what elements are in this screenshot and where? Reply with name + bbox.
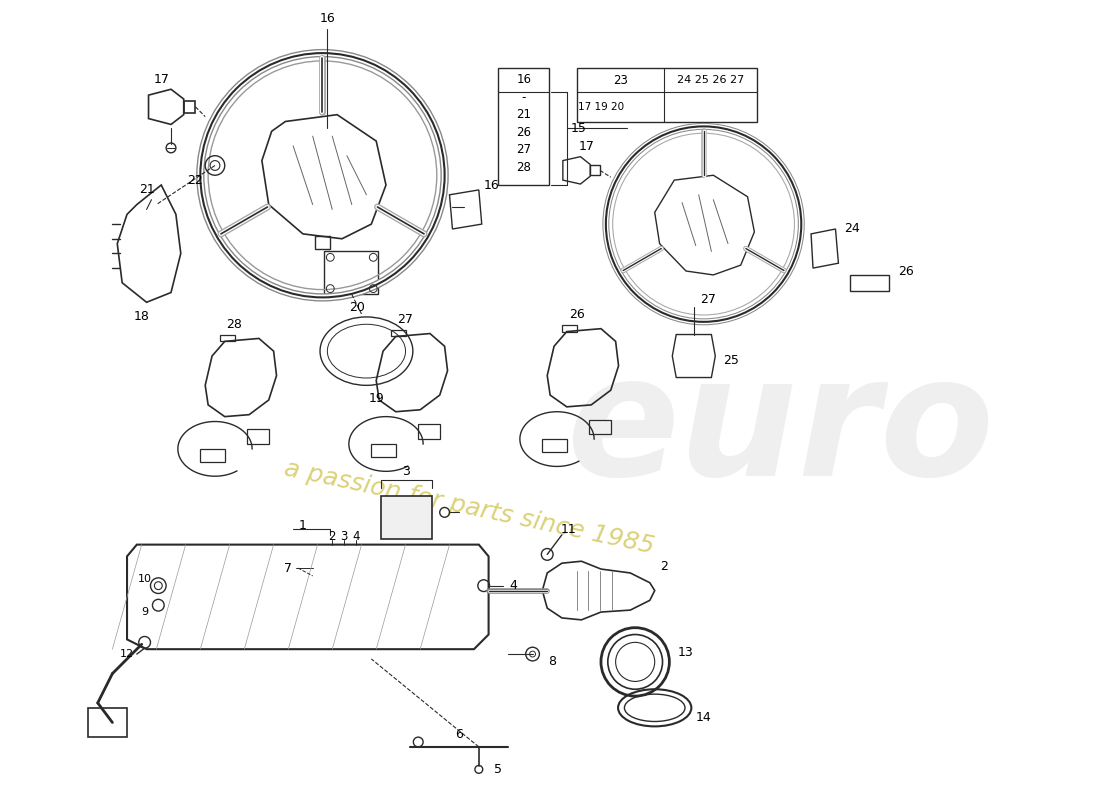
Text: 17: 17 (579, 141, 594, 154)
Text: 4: 4 (509, 579, 517, 592)
Text: 27: 27 (397, 314, 414, 326)
Text: 25: 25 (723, 354, 739, 367)
Text: 1: 1 (299, 518, 307, 531)
Text: 15: 15 (571, 122, 586, 135)
Text: 4: 4 (352, 530, 360, 543)
Text: 21: 21 (139, 183, 154, 197)
Text: 28: 28 (227, 318, 242, 331)
Text: 16: 16 (516, 73, 531, 86)
Text: 6: 6 (455, 728, 463, 741)
Text: 13: 13 (678, 646, 694, 658)
Text: 24 25 26 27: 24 25 26 27 (676, 75, 744, 86)
Text: euro: euro (566, 348, 996, 511)
Text: 26: 26 (569, 309, 584, 322)
Text: 14: 14 (695, 711, 712, 724)
Text: 27: 27 (516, 143, 531, 156)
Text: 8: 8 (548, 655, 557, 668)
Text: 27: 27 (701, 293, 716, 306)
Text: 12: 12 (120, 649, 134, 659)
Text: 18: 18 (134, 310, 150, 323)
Bar (381, 496, 432, 538)
Text: a passion for parts since 1985: a passion for parts since 1985 (282, 457, 657, 558)
Text: 2: 2 (660, 560, 669, 573)
Text: 20: 20 (349, 301, 364, 314)
Text: 9: 9 (141, 607, 149, 617)
Text: 11: 11 (561, 523, 576, 537)
Text: 19: 19 (368, 391, 384, 405)
Text: 21: 21 (516, 108, 531, 121)
Text: 26: 26 (898, 265, 914, 278)
Text: 24: 24 (844, 222, 860, 235)
Text: -: - (521, 90, 526, 103)
Text: 22: 22 (188, 174, 204, 186)
Bar (498, 68, 549, 185)
Text: 28: 28 (516, 161, 531, 174)
Bar (324, 251, 378, 294)
Bar (850, 275, 889, 290)
Text: 26: 26 (516, 126, 531, 138)
Text: 5: 5 (494, 763, 503, 776)
Text: 17: 17 (153, 73, 169, 86)
Text: 7: 7 (284, 562, 293, 574)
Text: 16: 16 (484, 178, 499, 191)
Text: 10: 10 (138, 574, 152, 584)
Text: 23: 23 (613, 74, 628, 87)
Bar (576, 68, 757, 122)
Text: 2: 2 (329, 530, 336, 543)
Text: 16: 16 (319, 12, 336, 26)
Text: 3: 3 (340, 530, 348, 543)
Text: 17 19 20: 17 19 20 (578, 102, 624, 112)
Text: 3: 3 (402, 465, 409, 478)
